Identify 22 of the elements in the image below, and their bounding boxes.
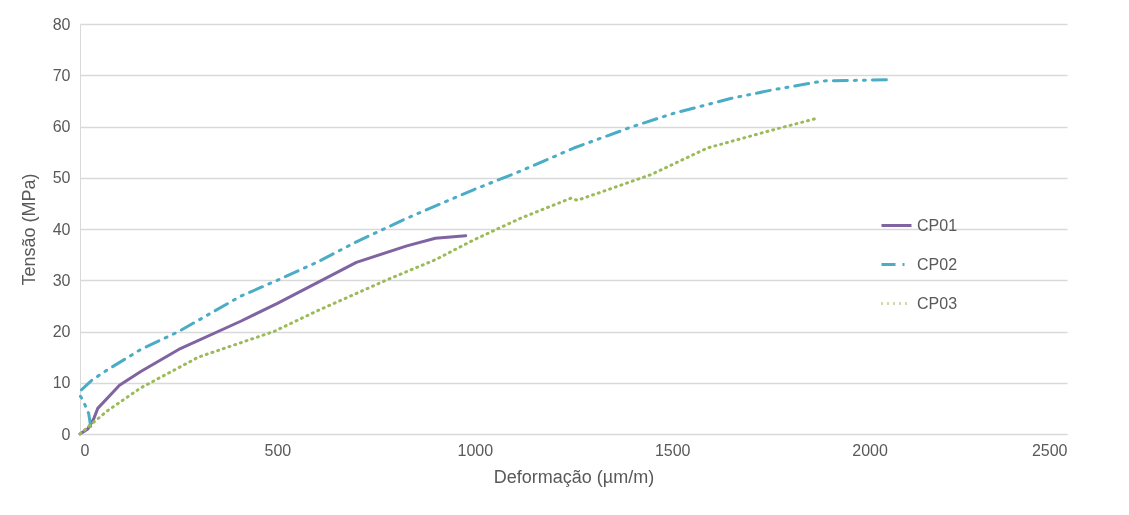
- x-tick-label: 1500: [654, 441, 691, 459]
- line-series: [78, 78, 889, 428]
- legend-label: CP02: [917, 255, 958, 273]
- x-tick-label: 2500: [1031, 441, 1068, 459]
- x-tick-label: 1000: [457, 441, 494, 459]
- x-tick-label: 500: [264, 441, 292, 459]
- x-axis-title: Deformação (µm/m): [493, 466, 655, 487]
- y-tick-label: 80: [52, 15, 71, 33]
- y-axis-title: Tensão (MPa): [18, 173, 39, 286]
- legend-label: CP03: [917, 294, 958, 312]
- y-tick-label: 60: [52, 118, 71, 135]
- y-tick-label: 20: [52, 323, 71, 340]
- y-tick-label: 40: [52, 220, 71, 238]
- y-tick-label: 70: [52, 66, 71, 84]
- y-tick-label: 50: [52, 169, 71, 187]
- y-tick-label: 30: [52, 271, 71, 289]
- x-tick-label: 2000: [852, 441, 888, 459]
- x-tick-label: 0: [80, 441, 90, 459]
- y-tick-label: 0: [61, 425, 71, 443]
- y-tick-label: 10: [52, 374, 71, 392]
- line-series: [78, 234, 468, 436]
- legend-label: CP01: [917, 216, 958, 234]
